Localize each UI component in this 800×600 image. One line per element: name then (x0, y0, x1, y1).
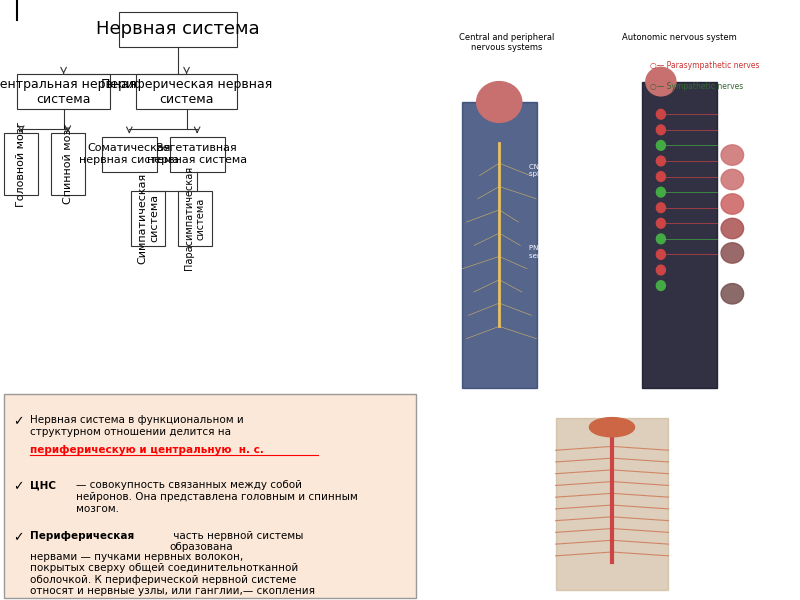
Ellipse shape (721, 145, 743, 165)
FancyBboxPatch shape (118, 11, 238, 47)
Ellipse shape (590, 418, 634, 437)
FancyBboxPatch shape (17, 74, 110, 109)
FancyBboxPatch shape (4, 394, 415, 598)
Circle shape (656, 265, 666, 275)
Text: Головной мозг: Головной мозг (16, 121, 26, 206)
Text: Нервная система: Нервная система (96, 20, 260, 38)
Circle shape (656, 281, 666, 290)
Polygon shape (462, 102, 537, 388)
Circle shape (656, 203, 666, 212)
Ellipse shape (721, 243, 743, 263)
Text: Симпатическая
система: Симпатическая система (138, 173, 159, 264)
Text: Соматическая
нервная система: Соматическая нервная система (79, 143, 179, 165)
Text: — совокупность связанных между собой
нейронов. Она представлена головным и спинн: — совокупность связанных между собой ней… (76, 480, 358, 514)
Ellipse shape (646, 67, 676, 96)
Text: периферическую и центральную  н. с.: периферическую и центральную н. с. (30, 445, 263, 455)
FancyBboxPatch shape (178, 191, 212, 246)
Circle shape (656, 187, 666, 197)
Circle shape (656, 234, 666, 244)
Text: ✓: ✓ (13, 415, 23, 428)
Text: Центральная нервная
система: Центральная нервная система (0, 77, 137, 106)
Text: Спинной мозг: Спинной мозг (63, 123, 73, 205)
Text: ○— Sympathetic nerves: ○— Sympathetic nerves (650, 82, 743, 91)
Ellipse shape (477, 82, 522, 122)
Text: часть нервной системы
образована: часть нервной системы образована (170, 530, 303, 552)
FancyBboxPatch shape (131, 191, 166, 246)
Circle shape (656, 125, 666, 135)
Circle shape (656, 250, 666, 259)
Circle shape (656, 172, 666, 181)
FancyBboxPatch shape (4, 133, 38, 195)
Text: ✓: ✓ (13, 480, 23, 493)
Text: Парасимпатическая
система: Парасимпатическая система (184, 166, 206, 271)
FancyBboxPatch shape (51, 133, 85, 195)
Circle shape (656, 218, 666, 228)
Ellipse shape (721, 169, 743, 190)
Polygon shape (642, 82, 718, 388)
Text: нервами — пучками нервных волокон,
покрытых сверху общей соединительнотканной
об: нервами — пучками нервных волокон, покры… (30, 552, 314, 600)
Text: CNS (brain and
spinal cord): CNS (brain and spinal cord) (530, 163, 582, 177)
Text: Периферическая: Периферическая (30, 530, 134, 541)
Text: Периферическая нервная
система: Периферическая нервная система (101, 77, 272, 106)
FancyBboxPatch shape (170, 136, 225, 172)
Text: ЦНС: ЦНС (30, 480, 56, 490)
Text: Central and peripheral
nervous systems: Central and peripheral nervous systems (459, 32, 554, 52)
Text: PNS (motor and
sensory nerves): PNS (motor and sensory nerves) (530, 245, 585, 259)
Text: ○— Parasympathetic nerves: ○— Parasympathetic nerves (650, 61, 759, 70)
Text: Autonomic nervous system: Autonomic nervous system (622, 32, 737, 41)
Text: ✓: ✓ (13, 530, 23, 544)
FancyBboxPatch shape (136, 74, 238, 109)
Polygon shape (555, 418, 669, 590)
Text: Вегетативная
нервная система: Вегетативная нервная система (147, 143, 247, 165)
Circle shape (656, 156, 666, 166)
Text: Нервная система в функциональном и
структурном отношении делится на: Нервная система в функциональном и струк… (30, 415, 243, 437)
Circle shape (656, 109, 666, 119)
Ellipse shape (721, 218, 743, 239)
Ellipse shape (721, 194, 743, 214)
FancyBboxPatch shape (102, 136, 157, 172)
Ellipse shape (721, 284, 743, 304)
Circle shape (656, 140, 666, 150)
